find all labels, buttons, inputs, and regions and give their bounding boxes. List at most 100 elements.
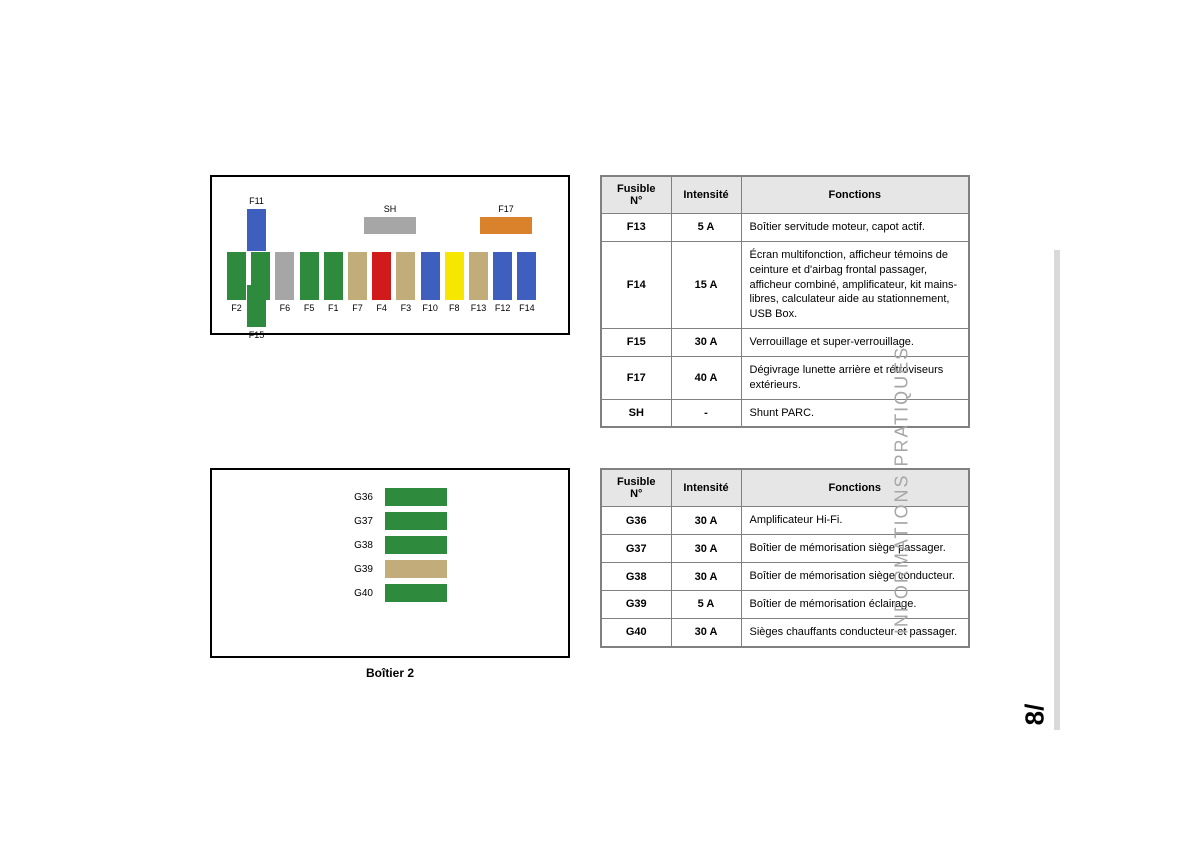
side-tab: INFORMATIONS PRATIQUES 8/ <box>1032 250 1060 730</box>
fuse-row-G38: G38 <box>212 536 568 554</box>
row-2: G36G37G38G39G40 Boîtier 2 Fusible N°Inte… <box>210 468 970 680</box>
fuse-F17 <box>480 217 532 234</box>
fuse-label-G36: G36 <box>333 492 373 503</box>
col-header: Fonctions <box>741 176 969 214</box>
fuse-G40 <box>385 584 447 602</box>
table-row: F135 ABoîtier servitude moteur, capot ac… <box>601 214 969 242</box>
table-row: G4030 ASièges chauffants conducteur et p… <box>601 618 969 646</box>
table-row: F1530 AVerrouillage et super-verrouillag… <box>601 329 969 357</box>
fuse-G39 <box>385 560 447 578</box>
cell-intensity: 30 A <box>671 507 741 535</box>
cell-function: Boîtier de mémorisation siège conducteur… <box>741 563 969 591</box>
fuse-row-G40: G40 <box>212 584 568 602</box>
fuse-label-F3: F3 <box>393 303 418 313</box>
fuse-F12 <box>493 252 512 300</box>
fuse-table-1: Fusible N°IntensitéFonctionsF135 ABoîtie… <box>600 175 970 428</box>
col-header: Fonctions <box>741 469 969 507</box>
fuse-F10 <box>421 252 440 300</box>
fuse-G37 <box>385 512 447 530</box>
col-header: Intensité <box>671 176 741 214</box>
cell-function: Sièges chauffants conducteur et passager… <box>741 618 969 646</box>
fuse-F1 <box>324 252 343 300</box>
cell-function: Écran multifonction, afficheur témoins d… <box>741 241 969 328</box>
fuse-label-G40: G40 <box>333 588 373 599</box>
fuse-F11 <box>247 209 266 251</box>
cell-intensity: 30 A <box>671 535 741 563</box>
col-header: Fusible N° <box>601 469 671 507</box>
fuse-F3 <box>396 252 415 300</box>
table-row: SH-Shunt PARC. <box>601 399 969 427</box>
cell-fuse-no: G36 <box>601 507 671 535</box>
fuse-row-G37: G37 <box>212 512 568 530</box>
table-row: G3630 AAmplificateur Hi-Fi. <box>601 507 969 535</box>
cell-fuse-no: G39 <box>601 590 671 618</box>
fuse-label-F14: F14 <box>514 303 539 313</box>
col-header: Fusible N° <box>601 176 671 214</box>
cell-fuse-no: G38 <box>601 563 671 591</box>
section-title: INFORMATIONS PRATIQUES <box>891 346 912 634</box>
cell-intensity: - <box>671 399 741 427</box>
fuse-label-F13: F13 <box>466 303 491 313</box>
fuse-diagram-1: F2F9F6F5F1F7F4F3F10F8F13F12F14F11SHF17F1… <box>210 175 570 335</box>
cell-function: Boîtier de mémorisation éclairage. <box>741 590 969 618</box>
table-row: G3830 ABoîtier de mémorisation siège con… <box>601 563 969 591</box>
cell-intensity: 5 A <box>671 590 741 618</box>
fuse-label-F8: F8 <box>442 303 467 313</box>
fuse-label-F4: F4 <box>369 303 394 313</box>
cell-fuse-no: G37 <box>601 535 671 563</box>
cell-function: Dégivrage lunette arrière et rétroviseur… <box>741 356 969 399</box>
cell-intensity: 30 A <box>671 329 741 357</box>
cell-function: Shunt PARC. <box>741 399 969 427</box>
fuse-label-F7: F7 <box>345 303 370 313</box>
table-row: F1415 AÉcran multifonction, afficheur té… <box>601 241 969 328</box>
row-1: F2F9F6F5F1F7F4F3F10F8F13F12F14F11SHF17F1… <box>210 175 970 428</box>
cell-intensity: 40 A <box>671 356 741 399</box>
fuse-label-F11: F11 <box>242 196 271 206</box>
fuse-F7 <box>348 252 367 300</box>
fuse-label-F6: F6 <box>272 303 297 313</box>
fuse-label-F12: F12 <box>490 303 515 313</box>
fuse-SH <box>364 217 416 234</box>
cell-intensity: 15 A <box>671 241 741 328</box>
table-row: G395 ABoîtier de mémorisation éclairage. <box>601 590 969 618</box>
cell-function: Amplificateur Hi-Fi. <box>741 507 969 535</box>
cell-fuse-no: F13 <box>601 214 671 242</box>
cell-fuse-no: F15 <box>601 329 671 357</box>
fuse-label-F15: F15 <box>242 330 271 340</box>
table-row: G3730 ABoîtier de mémorisation siège pas… <box>601 535 969 563</box>
cell-intensity: 30 A <box>671 618 741 646</box>
fuse-table-2: Fusible N°IntensitéFonctionsG3630 AAmpli… <box>600 468 970 647</box>
fuse-row-G39: G39 <box>212 560 568 578</box>
fuse-label-F2: F2 <box>224 303 249 313</box>
fuse-G38 <box>385 536 447 554</box>
cell-function: Boîtier servitude moteur, capot actif. <box>741 214 969 242</box>
cell-intensity: 5 A <box>671 214 741 242</box>
page-content: F2F9F6F5F1F7F4F3F10F8F13F12F14F11SHF17F1… <box>210 175 970 720</box>
fuse-label-G37: G37 <box>333 516 373 527</box>
fuse-F13 <box>469 252 488 300</box>
table-row: F1740 ADégivrage lunette arrière et rétr… <box>601 356 969 399</box>
fuse-F8 <box>445 252 464 300</box>
fuse-label-F5: F5 <box>297 303 322 313</box>
fuse-label-F1: F1 <box>321 303 346 313</box>
cell-function: Boîtier de mémorisation siège passager. <box>741 535 969 563</box>
fuse-G36 <box>385 488 447 506</box>
fuse-F4 <box>372 252 391 300</box>
fuse-F15 <box>247 285 266 327</box>
fuse-label-F17: F17 <box>475 204 537 214</box>
cell-fuse-no: G40 <box>601 618 671 646</box>
cell-function: Verrouillage et super-verrouillage. <box>741 329 969 357</box>
fuse-label-G39: G39 <box>333 564 373 575</box>
cell-intensity: 30 A <box>671 563 741 591</box>
fuse-label-SH: SH <box>359 204 421 214</box>
fuse-row-G36: G36 <box>212 488 568 506</box>
side-tab-bar <box>1054 250 1060 730</box>
fuse-F6 <box>275 252 294 300</box>
chapter-number: 8/ <box>1020 704 1051 726</box>
fuse-diagram-2: G36 G37 G38 G39 G40 <box>210 468 570 658</box>
cell-fuse-no: F17 <box>601 356 671 399</box>
diagram2-caption: Boîtier 2 <box>210 666 570 680</box>
fuse-label-G38: G38 <box>333 540 373 551</box>
fuse-F2 <box>227 252 246 300</box>
fuse-F14 <box>517 252 536 300</box>
